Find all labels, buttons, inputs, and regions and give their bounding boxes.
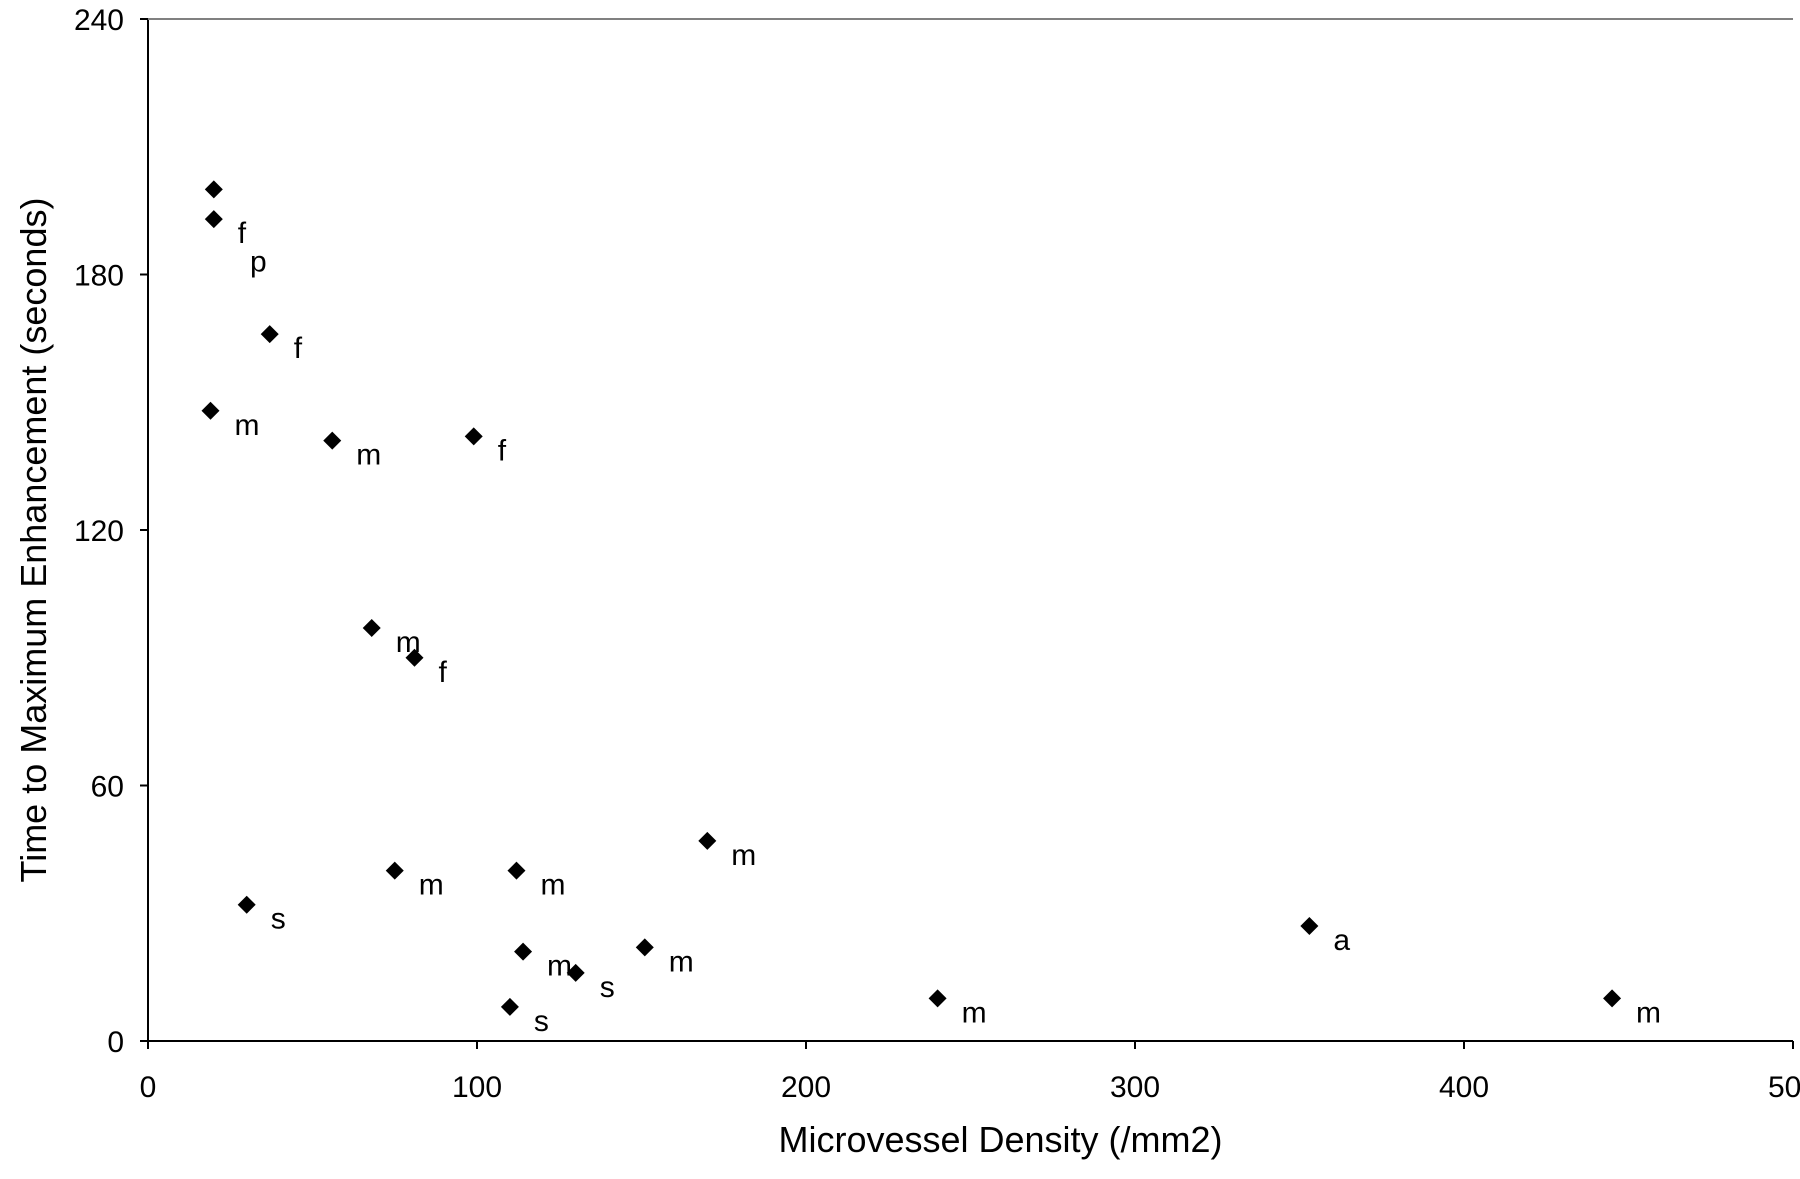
data-point bbox=[566, 963, 585, 982]
point-label: a bbox=[1333, 924, 1350, 957]
data-point bbox=[500, 997, 519, 1016]
data-point bbox=[362, 618, 381, 637]
point-label: m bbox=[540, 869, 565, 902]
y-tick-label: 240 bbox=[74, 4, 124, 37]
data-point bbox=[204, 180, 223, 199]
y-tick-label: 0 bbox=[107, 1026, 124, 1059]
x-tick-label: 500 bbox=[1768, 1071, 1800, 1104]
x-tick-label: 0 bbox=[140, 1071, 157, 1104]
point-label: s bbox=[600, 971, 615, 1004]
y-tick-label: 180 bbox=[74, 260, 124, 293]
point-label: m bbox=[669, 945, 694, 978]
y-tick-label: 60 bbox=[91, 771, 124, 804]
data-point bbox=[464, 427, 483, 446]
data-point bbox=[385, 861, 404, 880]
tick-labels: 0 60 120 180 240 0 100 200 300 400 500 bbox=[74, 4, 1800, 1104]
data-point bbox=[1603, 989, 1622, 1008]
x-axis-title: Microvessel Density (/mm2) bbox=[778, 1119, 1222, 1160]
data-point bbox=[1300, 917, 1319, 936]
point-label: m bbox=[419, 869, 444, 902]
point-label: f bbox=[438, 656, 447, 689]
data-point bbox=[237, 895, 256, 914]
point-label: s bbox=[534, 1005, 549, 1038]
x-tick-label: 400 bbox=[1439, 1071, 1489, 1104]
point-label: m bbox=[547, 950, 572, 983]
y-tick-label: 120 bbox=[74, 515, 124, 548]
point-label: m bbox=[731, 839, 756, 872]
point-label: f bbox=[294, 332, 303, 365]
data-point bbox=[514, 942, 533, 961]
point-label: f bbox=[498, 434, 507, 467]
y-axis-title: Time to Maximum Enhancement (seconds) bbox=[13, 198, 54, 883]
data-point bbox=[204, 210, 223, 229]
point-label: m bbox=[396, 626, 421, 659]
data-point bbox=[323, 431, 342, 450]
point-label: m bbox=[235, 409, 260, 442]
point-label: f bbox=[238, 217, 247, 250]
axes bbox=[140, 18, 1794, 1049]
data-points bbox=[201, 180, 1622, 1016]
x-tick-label: 300 bbox=[1110, 1071, 1160, 1104]
data-point bbox=[635, 938, 654, 957]
point-label: m bbox=[962, 996, 987, 1029]
data-point bbox=[698, 831, 717, 850]
point-label: m bbox=[356, 439, 381, 472]
data-point bbox=[928, 989, 947, 1008]
x-tick-label: 200 bbox=[781, 1071, 831, 1104]
point-label: m bbox=[1636, 996, 1661, 1029]
data-point bbox=[201, 401, 220, 420]
x-tick-label: 100 bbox=[452, 1071, 502, 1104]
point-label: s bbox=[271, 903, 286, 936]
point-label: p bbox=[250, 246, 267, 279]
data-point bbox=[260, 325, 279, 344]
data-point bbox=[405, 648, 424, 667]
data-point bbox=[507, 861, 526, 880]
